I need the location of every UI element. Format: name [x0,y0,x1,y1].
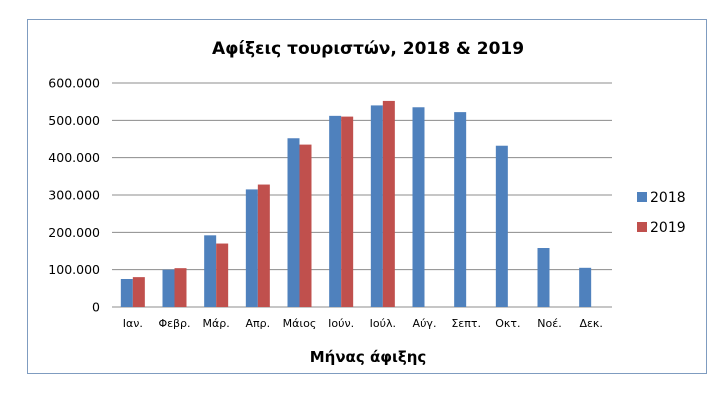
x-tick-label: Ιούλ. [370,317,396,330]
gridlines [112,82,612,308]
bars [120,100,592,308]
bar-2019-4 [299,144,312,307]
x-tick-label: Αύγ. [413,317,437,330]
y-tick-label: 100.000 [48,262,100,277]
y-tick-label: 200.000 [48,225,100,240]
bar-2019-1 [174,268,187,307]
bar-2018-9 [495,145,508,307]
bar-2018-11 [579,267,592,307]
bar-2018-8 [454,112,467,308]
bar-2018-0 [120,279,133,307]
y-tick-label: 400.000 [48,150,100,165]
x-tick-label: Οκτ. [495,317,520,330]
chart-title: Αφίξεις τουριστών, 2018 & 2019 [212,39,524,59]
bar-2018-4 [287,138,300,307]
bar-2019-6 [382,100,395,307]
bar-2018-6 [370,105,383,308]
bar-2019-3 [257,184,270,307]
x-tick-label: Ιαν. [123,317,143,330]
x-tick-label: Μάρ. [203,317,230,330]
bar-2019-5 [341,116,354,307]
x-tick-label: Απρ. [246,317,271,330]
bar-2019-0 [132,277,145,307]
legend-label-2018: 2018 [650,190,686,206]
y-tick-label: 600.000 [48,76,100,91]
x-axis-title: Μήνας άφιξης [310,348,427,366]
legend-swatch-2019 [637,222,647,232]
chart-frame: Αφίξεις τουριστών, 2018 & 2019 0 100.000 2… [27,19,707,374]
bar-2018-1 [162,269,175,307]
legend-swatch-2018 [637,192,647,202]
bar-2018-3 [245,189,258,307]
x-tick-label: Ιούν. [328,317,354,330]
bar-2018-2 [204,235,217,307]
bar-2018-10 [537,248,550,307]
legend-label-2019: 2019 [650,220,686,236]
x-tick-label: Σεπτ. [451,317,481,330]
bar-2018-7 [412,107,425,308]
y-tick-label: 0 [92,300,100,315]
x-tick-label: Μάιος [283,317,317,330]
x-tick-label: Φεβρ. [158,317,190,330]
bar-2018-5 [329,115,342,307]
y-tick-label: 300.000 [48,188,100,203]
x-axis-ticks: Ιαν. Φεβρ. Μάρ. Απρ. Μάιος Ιούν. Ιούλ. Αύγ. Σεπτ… [123,317,603,330]
bar-2019-2 [216,243,229,307]
y-tick-label: 500.000 [48,113,100,128]
chart: Αφίξεις τουριστών, 2018 & 2019 0 100.000 2… [48,39,686,366]
y-axis-ticks: 0 100.000 200.000 300.000 400.000 500.000 600.… [48,76,100,315]
x-tick-label: Δεκ. [579,317,602,330]
legend: 2018 2019 [637,190,686,236]
x-tick-label: Νοέ. [537,317,561,330]
